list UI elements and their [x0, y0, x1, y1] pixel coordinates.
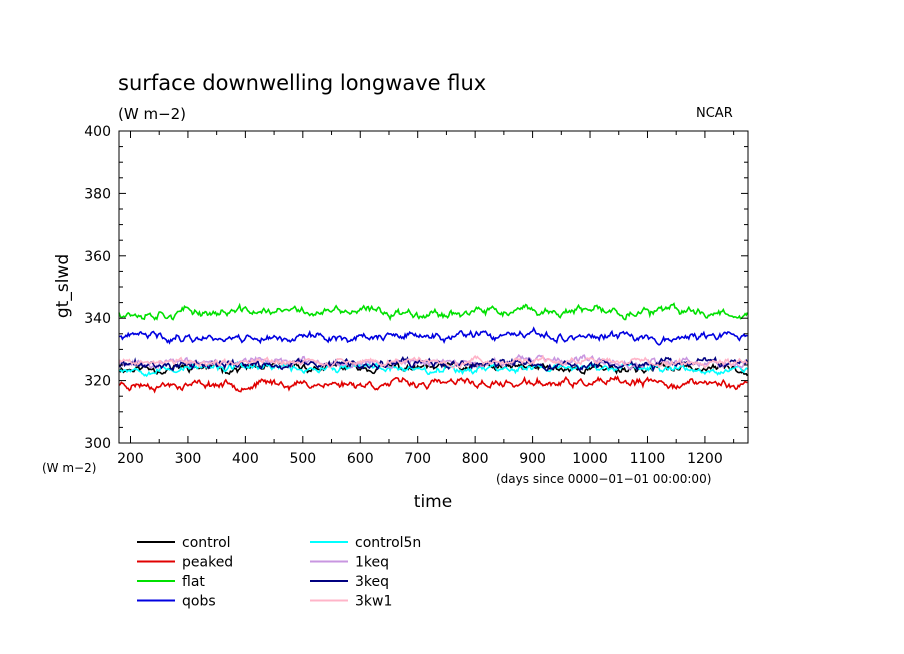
- legend-label-1keq: 1keq: [355, 555, 389, 571]
- series-line-qobs: [118, 326, 748, 346]
- x-tick-label: 300: [175, 451, 202, 467]
- series-line-control5n: [118, 359, 748, 378]
- x-tick-label: 900: [519, 451, 546, 467]
- x-tick-label: 1000: [572, 451, 608, 467]
- series-line-peaked: [118, 375, 748, 394]
- legend-label-control5n: control5n: [355, 535, 421, 551]
- y-axis-label: gt_slwd: [53, 254, 73, 318]
- y-tick-label: 320: [84, 374, 111, 390]
- plot-area: 200 300 400 500 600 700 800 900 1000 1100 1200 300 3…: [84, 124, 749, 467]
- legend-label-peaked: peaked: [182, 555, 233, 571]
- legend-label-3keq: 3keq: [355, 574, 389, 590]
- x-tick-label: 500: [289, 451, 316, 467]
- series-layer: [118, 302, 749, 394]
- x-tick-label: 1200: [687, 451, 723, 467]
- institution-label: NCAR: [696, 106, 733, 121]
- y-tick-label: 400: [84, 124, 111, 140]
- y-tick-label: 300: [84, 436, 111, 452]
- series-line-flat: [118, 302, 749, 322]
- chart-units-label: (W m−2): [118, 105, 186, 123]
- legend-label-flat: flat: [182, 574, 205, 590]
- y-tick-label: 360: [84, 249, 111, 265]
- legend-label-control: control: [182, 535, 231, 551]
- x-tick-label: 200: [117, 451, 144, 467]
- y-tick-label: 340: [84, 311, 111, 327]
- plot-frame: [118, 130, 749, 444]
- chart-title: surface downwelling longwave flux: [118, 71, 486, 95]
- y-tick-label: 380: [84, 186, 111, 202]
- legend-label-3kw1: 3kw1: [355, 594, 392, 610]
- ticks-layer: 200 300 400 500 600 700 800 900 1000 1100 1200 300 3…: [84, 124, 748, 467]
- y-axis-units-label: (W m−2): [42, 461, 96, 475]
- series-line-3keq: [118, 355, 749, 373]
- x-tick-label: 800: [462, 451, 489, 467]
- x-tick-label: 600: [347, 451, 374, 467]
- x-axis-label: time: [414, 492, 452, 512]
- x-axis-units-label: (days since 0000−01−01 00:00:00): [496, 472, 711, 486]
- legend-label-qobs: qobs: [182, 594, 216, 610]
- x-tick-label: 1100: [630, 451, 666, 467]
- x-tick-label: 700: [404, 451, 431, 467]
- series-line-3kw1: [118, 354, 748, 369]
- legend: control peaked flat qobs control5n 1keq 3keq 3k…: [137, 535, 421, 610]
- x-tick-label: 400: [232, 451, 259, 467]
